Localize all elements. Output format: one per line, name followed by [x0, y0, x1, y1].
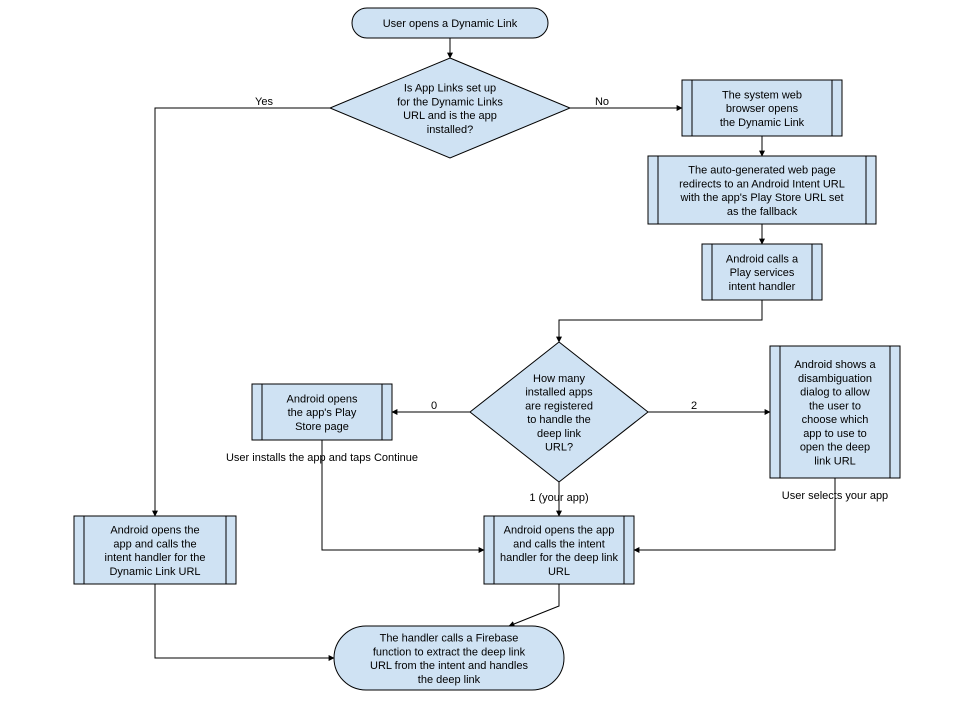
node-text: How many	[533, 373, 585, 385]
edge-label: User installs the app and taps Continue	[226, 452, 418, 464]
node-text: Android opens	[287, 393, 358, 405]
node-text: link URL	[814, 455, 856, 467]
node-text: URL from the intent and handles	[370, 660, 528, 672]
node-text: the app's Play	[288, 407, 357, 419]
nodes-layer: User opens a Dynamic Link Is App Links se…	[74, 8, 900, 690]
node-openBrowser: The system web browser opens the Dynamic L…	[682, 80, 842, 136]
node-text: URL and is the app	[403, 110, 497, 122]
node-text: app to use to	[803, 428, 867, 440]
node-text: Dynamic Link URL	[109, 566, 200, 578]
node-text: to handle the	[527, 414, 591, 426]
node-text: Android calls a	[726, 253, 799, 265]
node-text: Android opens the	[110, 525, 199, 537]
node-text: Play services	[730, 267, 795, 279]
node-text: the user to	[809, 400, 861, 412]
node-text: redirects to an Android Intent URL	[679, 178, 845, 190]
edge	[509, 584, 559, 626]
node-decision2: How many installed appsare registered to h…	[470, 342, 648, 482]
node-text: the Dynamic Link	[720, 117, 805, 129]
node-text: and calls the intent	[513, 538, 605, 550]
node-text: are registered	[525, 400, 593, 412]
node-text: installed?	[427, 124, 473, 136]
edge-label: User selects your app	[782, 490, 888, 502]
node-text: Android shows a	[794, 359, 876, 371]
node-text: deep link	[537, 428, 582, 440]
node-text: URL	[548, 566, 570, 578]
node-text: The system web	[722, 89, 802, 101]
node-text: disambiguation	[798, 373, 872, 385]
node-openDeep: Android opens the appand calls the inten…	[484, 516, 634, 584]
node-redirect: The auto-generated web pageredirects to …	[648, 156, 876, 224]
node-text: Android opens the app	[504, 525, 615, 537]
node-text: The handler calls a Firebase	[380, 633, 519, 645]
node-text: browser opens	[726, 103, 799, 115]
node-text: installed apps	[525, 387, 593, 399]
edge	[155, 584, 334, 658]
node-text: with the app's Play Store URL set	[679, 192, 843, 204]
node-text: Is App Links set up	[404, 83, 496, 95]
edge-label: 1 (your app)	[529, 492, 588, 504]
node-playServices: Android calls a Play services intent handl…	[702, 244, 822, 300]
edge	[634, 478, 835, 550]
node-openDynamic: Android opens theapp and calls the intent…	[74, 516, 236, 584]
node-text: User opens a Dynamic Link	[383, 18, 518, 30]
node-end: The handler calls a Firebasefunction to …	[334, 626, 564, 690]
edge-label: 2	[691, 400, 697, 412]
node-text: open the deep	[800, 442, 870, 454]
flowchart-canvas: No Yes 0 2 1 (your app) User installs the app…	[0, 0, 960, 720]
node-text: dialog to allow	[800, 387, 870, 399]
node-text: Store page	[295, 421, 349, 433]
edge-label: Yes	[255, 96, 273, 108]
node-start: User opens a Dynamic Link	[352, 8, 548, 38]
node-text: handler for the deep link	[500, 552, 619, 564]
node-text: function to extract the deep link	[373, 646, 526, 658]
edge-label: No	[595, 96, 609, 108]
node-playStore: Android opens the app's Play Store page	[252, 384, 392, 440]
edge-label: 0	[431, 400, 437, 412]
node-text: app and calls the	[113, 538, 196, 550]
node-text: The auto-generated web page	[688, 165, 835, 177]
node-text: the deep link	[418, 674, 481, 686]
node-text: intent handler	[729, 281, 796, 293]
node-text: intent handler for the	[105, 552, 206, 564]
node-text: as the fallback	[727, 206, 798, 218]
node-text: URL?	[545, 442, 573, 454]
node-text: for the Dynamic Links	[397, 96, 503, 108]
node-text: choose which	[802, 414, 869, 426]
node-decision1: Is App Links set upfor the Dynamic Links…	[330, 58, 570, 158]
edge	[559, 300, 762, 342]
node-disambig: Android shows a disambiguation dialog to a…	[770, 346, 900, 478]
